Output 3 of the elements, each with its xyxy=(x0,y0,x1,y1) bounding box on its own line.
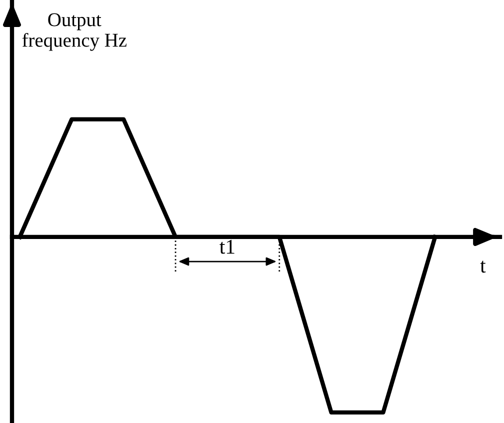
annotation: t1 xyxy=(220,240,234,254)
x-axis-title: t xyxy=(480,260,486,273)
y-axis-title: Output frequency Hz xyxy=(22,13,126,51)
